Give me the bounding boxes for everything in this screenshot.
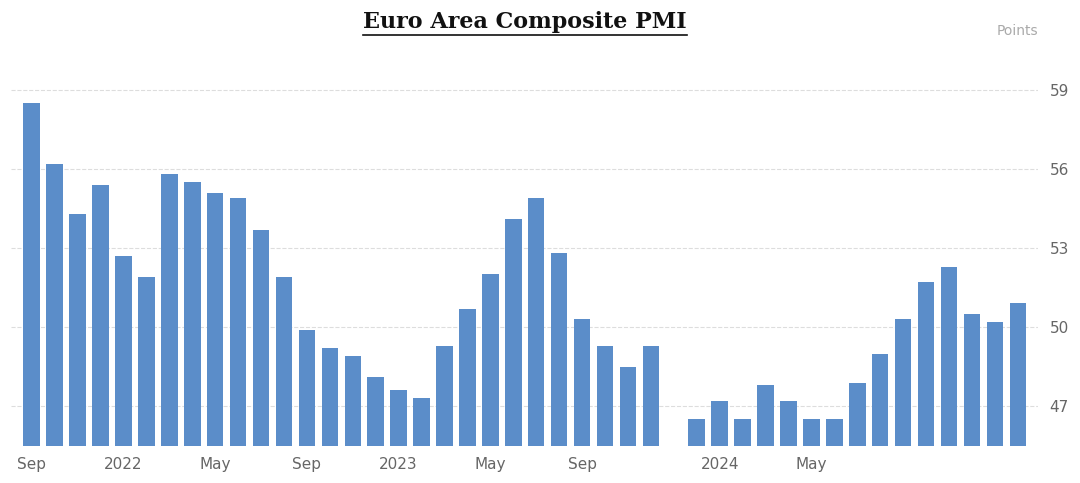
Text: Points: Points	[997, 25, 1038, 39]
Bar	[895, 319, 912, 483]
Bar	[1010, 303, 1026, 483]
Bar	[322, 348, 338, 483]
Bar	[688, 419, 705, 483]
Bar	[299, 330, 315, 483]
Bar	[161, 174, 177, 483]
Bar	[459, 309, 475, 483]
Bar	[941, 267, 957, 483]
Bar	[436, 346, 453, 483]
Bar	[986, 322, 1003, 483]
Bar	[69, 214, 86, 483]
Bar	[275, 277, 293, 483]
Bar	[92, 185, 109, 483]
Bar	[414, 398, 430, 483]
Bar	[734, 419, 751, 483]
Bar	[757, 385, 773, 483]
Bar	[345, 356, 361, 483]
Bar	[138, 277, 154, 483]
Bar	[367, 377, 384, 483]
Bar	[230, 198, 246, 483]
Bar	[826, 419, 842, 483]
Bar	[46, 164, 63, 483]
Bar	[849, 383, 865, 483]
Bar	[253, 229, 269, 483]
Bar	[712, 401, 728, 483]
Title: Euro Area Composite PMI: Euro Area Composite PMI	[363, 11, 687, 33]
Bar	[872, 354, 889, 483]
Bar	[620, 367, 636, 483]
Bar	[597, 346, 613, 483]
Bar	[24, 103, 40, 483]
Bar	[918, 283, 934, 483]
Bar	[207, 193, 224, 483]
Bar	[116, 256, 132, 483]
Bar	[643, 346, 659, 483]
Bar	[573, 319, 591, 483]
Bar	[390, 390, 407, 483]
Bar	[505, 219, 522, 483]
Bar	[482, 274, 499, 483]
Bar	[804, 419, 820, 483]
Bar	[184, 182, 201, 483]
Bar	[963, 314, 981, 483]
Bar	[528, 198, 544, 483]
Bar	[551, 253, 567, 483]
Bar	[780, 401, 797, 483]
